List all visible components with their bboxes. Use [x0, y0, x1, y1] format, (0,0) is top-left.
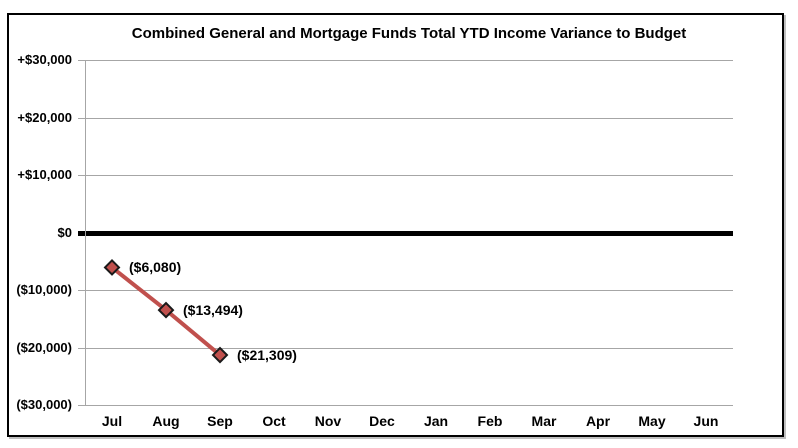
x-axis-label: Dec: [369, 413, 395, 429]
y-tick-label: ($20,000): [16, 339, 72, 355]
x-axis-label: Jan: [423, 413, 449, 429]
data-label: ($13,494): [183, 302, 243, 319]
x-axis-label: Jun: [693, 413, 719, 429]
x-axis-label: Oct: [262, 413, 286, 429]
chart-title: Combined General and Mortgage Funds Tota…: [131, 25, 687, 42]
x-axis-label: Nov: [314, 413, 342, 429]
gridline: [78, 175, 733, 176]
chart-frame: [7, 13, 784, 437]
y-tick-label: +$20,000: [17, 109, 72, 125]
gridline: [78, 60, 733, 61]
gridline: [78, 347, 733, 349]
x-axis-label: May: [638, 413, 666, 429]
x-axis-label: Jul: [101, 413, 123, 429]
x-axis-label: Mar: [531, 413, 557, 429]
data-label: ($6,080): [129, 259, 182, 276]
gridline: [78, 290, 733, 291]
data-label: ($21,309): [237, 347, 297, 364]
y-axis-line: [85, 60, 86, 405]
zero-baseline: [78, 230, 733, 236]
y-tick-label: ($10,000): [16, 282, 72, 297]
y-tick-label: $0: [57, 224, 72, 240]
x-axis-label: Feb: [477, 413, 503, 429]
x-axis-label: Sep: [207, 413, 233, 429]
y-tick-label: ($30,000): [16, 397, 72, 412]
gridline: [78, 117, 733, 119]
x-axis-label: Aug: [152, 413, 180, 429]
x-axis-label: Apr: [585, 413, 611, 429]
y-tick-label: +$10,000: [17, 167, 72, 182]
y-tick-label: +$30,000: [17, 52, 72, 67]
gridline: [78, 405, 733, 406]
